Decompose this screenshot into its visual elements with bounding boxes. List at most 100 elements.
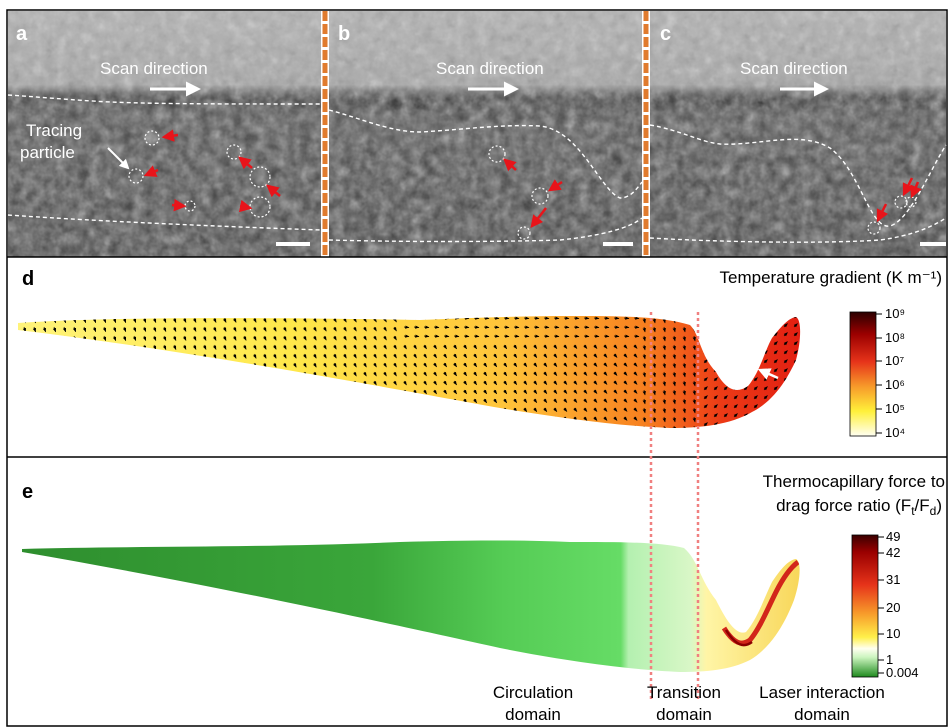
gradient-vector: [753, 413, 758, 418]
gradient-vector: [713, 395, 718, 400]
gradient-vector: [463, 325, 470, 329]
gradient-vector: [72, 326, 77, 333]
gradient-vector: [142, 398, 147, 405]
melt-pool-boundary-top-c: [649, 124, 947, 227]
gradient-vector: [413, 398, 417, 404]
gradient-vector: [652, 344, 656, 351]
gradient-vector: [703, 350, 708, 355]
gradient-vector: [553, 344, 558, 349]
gradient-vector: [523, 371, 528, 377]
gradient-vector: [172, 335, 177, 341]
gradient-vector: [212, 389, 217, 395]
gradient-vector: [152, 353, 157, 360]
gradient-vector: [182, 317, 187, 323]
gradient-vector: [583, 416, 588, 421]
gradient-vector: [473, 325, 480, 329]
gradient-vector: [22, 344, 27, 351]
gradient-vector: [313, 344, 317, 350]
gradient-vector: [453, 407, 457, 413]
gradient-vector: [32, 407, 37, 414]
gradient-vector: [172, 362, 177, 368]
gradient-vector: [313, 416, 317, 422]
gradient-vector: [323, 317, 327, 323]
gradient-vector: [393, 398, 397, 404]
gradient-vector: [652, 353, 656, 360]
gradient-vector: [272, 389, 277, 395]
force-ratio-hotspot: [721, 560, 800, 647]
gradient-vector: [292, 317, 297, 323]
gradient-vector: [563, 380, 568, 385]
gradient-vector: [423, 325, 430, 329]
gradient-vector: [543, 389, 548, 394]
gradient-vector: [373, 326, 377, 332]
tracing-particle: [531, 187, 549, 205]
gradient-vector: [672, 362, 676, 369]
gradient-vector: [672, 425, 676, 428]
gradient-vector: [642, 416, 646, 423]
gradient-vector: [182, 344, 187, 350]
gradient-vector: [62, 380, 67, 387]
colorbar-d-tick: 10⁶: [885, 377, 905, 392]
gradient-vector: [493, 353, 498, 359]
gradient-vector: [723, 377, 728, 382]
gradient-vector: [463, 316, 470, 320]
tracing-particle: [905, 196, 917, 208]
tracing-particle: [867, 221, 881, 235]
gradient-vector: [553, 407, 558, 412]
gradient-vector: [302, 425, 307, 428]
gradient-vector: [623, 407, 628, 412]
gradient-vector: [222, 344, 227, 350]
gradient-vector: [212, 335, 217, 341]
gradient-vector: [793, 332, 798, 337]
gradient-vector: [262, 326, 267, 332]
gradient-vector: [162, 353, 167, 359]
gradient-vector: [453, 334, 460, 338]
gradient-vector: [623, 362, 628, 367]
gradient-vector: [182, 353, 187, 359]
gradient-vector: [713, 341, 718, 346]
gradient-vector: [453, 353, 457, 359]
gradient-vector: [743, 386, 748, 391]
gradient-vector: [443, 316, 450, 320]
gradient-vector: [62, 362, 67, 369]
laser-domain-label-2: domain: [794, 705, 850, 724]
gradient-vector: [523, 380, 528, 386]
gradient-vector: [473, 398, 477, 404]
panel-d-letter: d: [22, 268, 34, 290]
particle-velocity-arrow: [910, 181, 922, 199]
gradient-vector: [453, 416, 457, 422]
gradient-vector: [682, 344, 686, 351]
gradient-vector: [513, 325, 520, 329]
gradient-vector: [692, 380, 696, 387]
gradient-vector: [62, 398, 67, 405]
gradient-vector: [62, 416, 67, 423]
gradient-vector: [793, 323, 798, 328]
gradient-vector: [723, 316, 728, 319]
gradient-vector: [773, 350, 778, 355]
gradient-vector: [333, 416, 337, 422]
gradient-vector: [413, 416, 417, 422]
gradient-vector: [473, 371, 477, 377]
gradient-vector: [52, 326, 57, 333]
gradient-vector: [723, 395, 728, 400]
gradient-vector: [313, 389, 317, 395]
gradient-vector: [122, 335, 127, 342]
gradient-vector: [483, 407, 487, 413]
gradient-vector: [373, 380, 377, 386]
gradient-vector: [32, 398, 37, 405]
gradient-vector: [473, 362, 477, 368]
gradient-vector: [433, 416, 437, 422]
gradient-vector: [62, 425, 67, 428]
gradient-vector: [793, 377, 798, 382]
gradient-vector: [613, 425, 618, 428]
gradient-vector: [613, 407, 618, 412]
gradient-vector: [553, 362, 558, 367]
tracing-particle: [144, 130, 160, 146]
gradient-vector: [583, 334, 590, 338]
gradient-vector: [192, 425, 197, 428]
gradient-vector: [513, 380, 518, 386]
gradient-vector: [252, 380, 257, 386]
gradient-vector: [583, 316, 590, 320]
gradient-vector: [743, 395, 748, 400]
gradient-vector: [793, 350, 798, 355]
